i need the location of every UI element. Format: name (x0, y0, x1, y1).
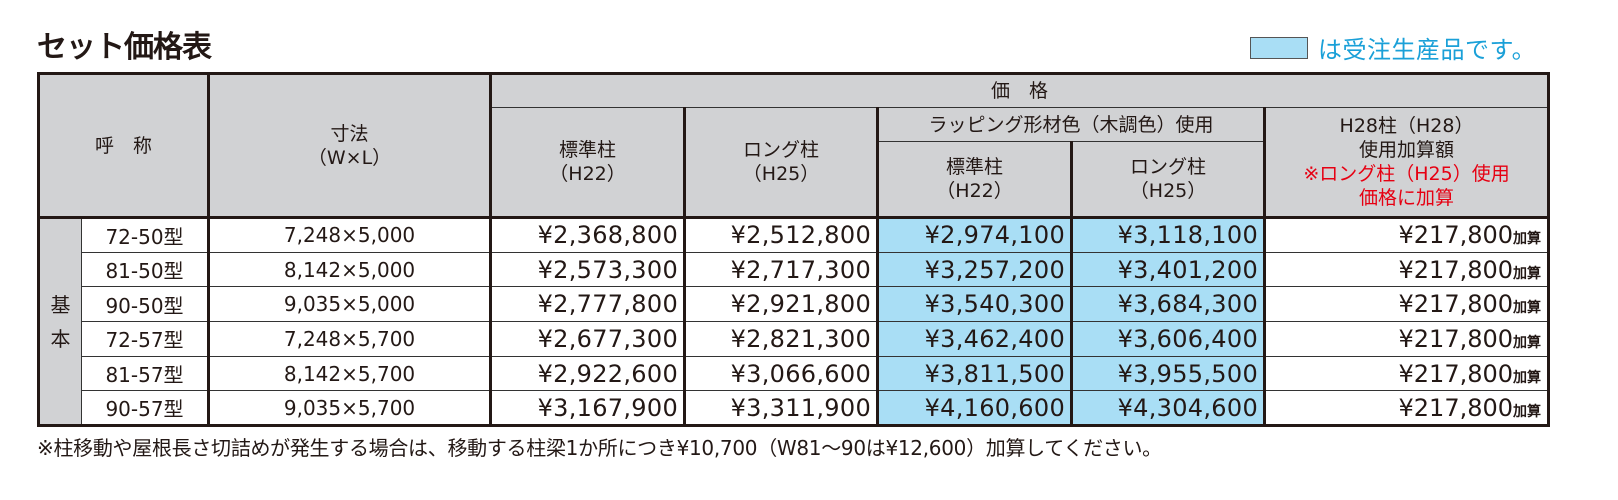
header-h28-note-line1: ※ロング柱（H25）使用 (1303, 163, 1510, 185)
price-wrap-standard: ¥3,462,400 (877, 321, 1074, 357)
row-name: 81-50型 (80, 251, 211, 288)
header-dims-line2: （W×L） (307, 146, 392, 169)
header-standard-post: 標準柱 （H22） (490, 107, 687, 219)
made-to-order-legend: は受注生産品です。 (1250, 30, 1536, 65)
price-h28-add: ¥217,800加算 (1264, 321, 1550, 357)
price-long: ¥2,717,300 (684, 251, 880, 288)
row-dimensions: 7,248×5,700 (208, 321, 493, 357)
price-standard: ¥2,777,800 (490, 286, 687, 323)
header-h28-line2: 使用加算額 (1359, 139, 1455, 161)
price-wrap-long: ¥3,955,500 (1071, 355, 1267, 392)
header-price-label: 価 格 (991, 80, 1049, 102)
header-h28-line1: H28柱（H28） (1339, 115, 1474, 137)
table-row: 72-57型 7,248×5,700 ¥2,677,300 ¥2,821,300… (39, 321, 1550, 357)
price-standard: ¥2,922,600 (490, 355, 687, 392)
row-name: 81-57型 (80, 355, 211, 392)
header-dims-line1: 寸法 (330, 122, 369, 145)
header-wrap-standard-line2: （H22） (936, 180, 1013, 202)
row-dimensions: 8,142×5,700 (208, 355, 493, 392)
price-h28-add: ¥217,800加算 (1264, 390, 1550, 427)
price-long: ¥3,311,900 (684, 390, 880, 427)
row-dimensions: 9,035×5,700 (208, 390, 493, 427)
price-wrap-long: ¥3,401,200 (1071, 251, 1267, 288)
header-long-post: ロング柱 （H25） (684, 107, 880, 219)
row-name: 90-57型 (80, 390, 211, 427)
price-long: ¥2,512,800 (684, 217, 880, 253)
h28-add-amount: ¥217,800 (1398, 359, 1514, 388)
h28-add-suffix: 加算 (1513, 334, 1542, 351)
price-h28-add: ¥217,800加算 (1264, 355, 1550, 392)
table-row: 90-57型 9,035×5,700 ¥3,167,900 ¥3,311,900… (39, 390, 1550, 427)
footnote: ※柱移動や屋根長さ切詰めが発生する場合は、移動する柱梁1か所につき¥10,700… (37, 436, 1162, 460)
category-char: 本 (50, 326, 71, 351)
table-row: 90-50型 9,035×5,000 ¥2,777,800 ¥2,921,800… (39, 286, 1550, 323)
set-price-table: 呼 称 寸法 （W×L） 価 格 標準柱 （H22） ロング柱 （H25） ラッ… (37, 72, 1551, 428)
header-long-line2: （H25） (742, 163, 820, 185)
header-dimensions: 寸法 （W×L） (208, 73, 493, 219)
price-wrap-long: ¥3,118,100 (1071, 217, 1267, 253)
price-long: ¥2,921,800 (684, 286, 880, 323)
price-h28-add: ¥217,800加算 (1264, 251, 1550, 288)
header-name: 呼 称 (37, 73, 211, 219)
h28-add-amount: ¥217,800 (1398, 221, 1514, 250)
legend-color-swatch (1250, 36, 1308, 59)
legend-text: は受注生産品です。 (1318, 36, 1537, 64)
price-long: ¥3,066,600 (684, 355, 880, 392)
header-wrap-long-line1: ロング柱 (1130, 156, 1207, 178)
h28-add-amount: ¥217,800 (1398, 290, 1514, 319)
row-dimensions: 8,142×5,000 (208, 251, 493, 288)
h28-add-suffix: 加算 (1513, 369, 1542, 386)
header-h28-note-line2: 価格に加算 (1359, 187, 1455, 209)
page-title: セット価格表 (37, 30, 212, 65)
h28-add-suffix: 加算 (1513, 265, 1542, 282)
price-wrap-standard: ¥3,540,300 (877, 286, 1074, 323)
price-wrap-standard: ¥3,811,500 (877, 355, 1074, 392)
header-wrap-label: ラッピング形材色（木調色）使用 (928, 113, 1214, 136)
price-long: ¥2,821,300 (684, 321, 880, 357)
header-wrap-long-line2: （H25） (1129, 180, 1207, 202)
header-wrap-group: ラッピング形材色（木調色）使用 (877, 107, 1267, 142)
h28-add-amount: ¥217,800 (1398, 393, 1514, 422)
price-wrap-standard: ¥2,974,100 (877, 217, 1074, 253)
header-wrap-long-post: ロング柱 （H25） (1071, 141, 1267, 219)
price-wrap-long: ¥3,684,300 (1071, 286, 1267, 323)
h28-add-amount: ¥217,800 (1398, 324, 1514, 353)
table-row: 81-50型 8,142×5,000 ¥2,573,300 ¥2,717,300… (39, 251, 1550, 288)
header-long-line1: ロング柱 (743, 139, 820, 161)
price-standard: ¥3,167,900 (490, 390, 687, 427)
header-standard-line1: 標準柱 (559, 139, 617, 161)
h28-add-suffix: 加算 (1513, 231, 1542, 248)
row-name: 72-57型 (80, 321, 211, 357)
price-wrap-long: ¥4,304,600 (1071, 390, 1267, 427)
h28-add-amount: ¥217,800 (1398, 255, 1514, 284)
h28-add-suffix: 加算 (1513, 300, 1542, 317)
table-row: 基 本 72-50型 7,248×5,000 ¥2,368,800 ¥2,512… (38, 216, 1550, 427)
header-price-group: 価 格 (490, 73, 1550, 108)
price-wrap-standard: ¥4,160,600 (877, 390, 1074, 427)
row-dimensions: 7,248×5,000 (208, 217, 493, 253)
header-wrap-standard-line1: 標準柱 (946, 156, 1004, 178)
price-wrap-long: ¥3,606,400 (1071, 321, 1267, 357)
price-standard: ¥2,677,300 (490, 321, 687, 357)
h28-add-suffix: 加算 (1513, 403, 1542, 420)
row-name: 90-50型 (80, 286, 211, 323)
table-row: 81-57型 8,142×5,700 ¥2,922,600 ¥3,066,600… (39, 355, 1550, 392)
price-h28-add: ¥217,800加算 (1264, 217, 1550, 253)
price-standard: ¥2,573,300 (490, 251, 687, 288)
header-h28-add: H28柱（H28） 使用加算額 ※ロング柱（H25）使用 価格に加算 (1264, 107, 1550, 219)
header-standard-line2: （H22） (549, 163, 626, 185)
row-dimensions: 9,035×5,000 (208, 286, 493, 323)
header-name-label: 呼 称 (95, 134, 153, 157)
row-name: 72-50型 (80, 217, 211, 253)
price-h28-add: ¥217,800加算 (1264, 286, 1550, 323)
category-basic: 基 本 (38, 216, 82, 427)
price-wrap-standard: ¥3,257,200 (877, 251, 1074, 288)
header-wrap-standard-post: 標準柱 （H22） (877, 141, 1074, 219)
category-char: 基 (50, 292, 71, 317)
price-standard: ¥2,368,800 (490, 217, 687, 253)
